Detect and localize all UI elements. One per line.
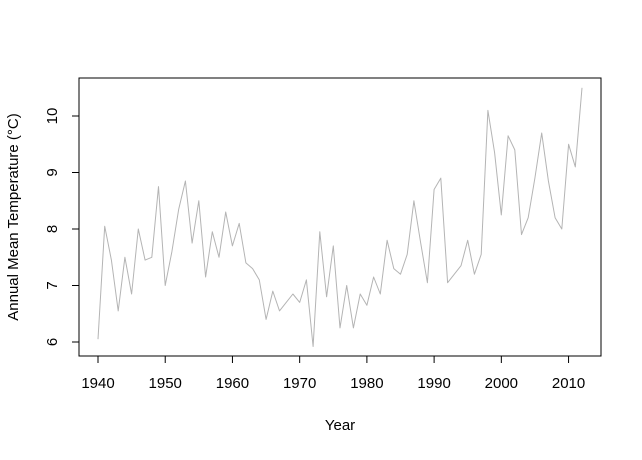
x-axis: 1940 1950 1960 1970 1980 1990 2000 2010 (81, 355, 585, 392)
y-axis-label: Annual Mean Temperature (°C) (5, 113, 22, 321)
y-axis: 6 7 8 9 10 (44, 108, 80, 346)
series-line (97, 87, 583, 347)
y-tick-label: 8 (44, 225, 61, 233)
x-tick-label: 1950 (149, 375, 182, 392)
x-tick-label: 1940 (81, 375, 114, 392)
x-tick-label: 2000 (485, 375, 518, 392)
plot-frame (78, 77, 602, 357)
x-tick-label: 1990 (417, 375, 450, 392)
x-axis-label: Year (325, 417, 355, 434)
y-tick-label: 9 (44, 168, 61, 176)
y-tick-label: 6 (44, 338, 61, 346)
x-tick-label: 2010 (552, 375, 585, 392)
x-tick-label: 1970 (283, 375, 316, 392)
y-tick-label: 7 (44, 281, 61, 289)
y-tick-label: 10 (44, 108, 61, 125)
x-tick-label: 1980 (350, 375, 383, 392)
x-tick-label: 1960 (216, 375, 249, 392)
series-layer (97, 87, 583, 347)
